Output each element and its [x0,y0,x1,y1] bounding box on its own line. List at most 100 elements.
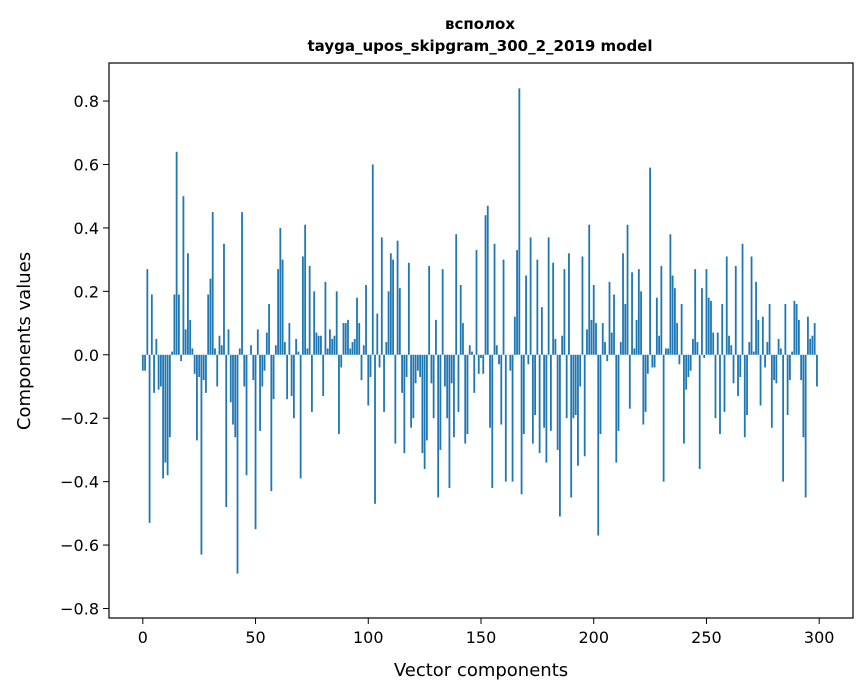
x-tick-label: 150 [466,628,497,647]
bar-105 [378,354,381,368]
bar-204 [601,323,604,355]
bar-248 [701,288,703,355]
bar-93 [351,342,354,355]
bar-98 [362,345,365,355]
bar-128 [430,354,433,384]
bar-102 [371,164,374,355]
bar-218 [633,348,636,355]
bar-60 [277,269,279,355]
bar-181 [549,354,552,431]
bar-76 [313,291,316,355]
bar-153 [486,205,489,355]
y-tick-label: 0.6 [74,155,99,174]
bar-107 [383,354,385,412]
bar-45 [243,354,246,387]
bar-71 [301,256,304,355]
bar-137 [450,354,453,384]
bar-191 [572,354,575,419]
bar-123 [419,354,422,377]
bar-161 [504,354,507,482]
bar-26 [200,354,203,555]
bar-200 [592,285,595,355]
bar-165 [513,316,516,355]
bar-197 [586,329,588,355]
bar-4 [150,294,153,355]
bar-280 [773,354,775,381]
bar-14 [173,294,176,355]
bar-261 [730,345,733,355]
bar-149 [477,354,480,374]
bar-148 [475,250,478,355]
bar-83 [329,329,331,355]
bar-288 [791,351,794,355]
bar-173 [531,354,534,444]
bar-15 [175,151,178,355]
y-tick-label: −0.4 [60,473,99,492]
bar-140 [457,354,460,412]
bar-86 [335,291,338,355]
bar-132 [439,354,442,450]
bar-130 [435,319,437,355]
bar-227 [653,354,656,368]
bar-67 [292,354,295,419]
bar-117 [405,354,408,377]
plot-frame [108,62,854,619]
bar-210 [615,354,618,463]
bar-7 [157,354,160,390]
bar-91 [347,319,349,355]
bar-169 [522,354,525,435]
bar-23 [193,354,196,374]
bar-242 [687,354,690,377]
bar-115 [401,354,403,393]
bar-249 [703,354,706,358]
bar-206 [606,354,609,362]
bar-226 [651,354,654,368]
bar-155 [491,354,494,488]
bar-263 [734,265,737,355]
bar-234 [669,234,672,355]
bar-84 [331,338,334,355]
bar-30 [209,278,212,355]
bar-108 [385,342,388,355]
bar-254 [714,354,717,419]
bar-94 [353,338,356,355]
bar-182 [552,262,555,355]
bar-8 [159,354,162,387]
bar-11 [166,354,169,476]
bar-79 [320,335,322,355]
bar-278 [768,304,771,355]
bar-166 [516,250,518,355]
bar-296 [809,338,812,355]
bar-188 [565,354,568,419]
bar-37 [225,354,228,507]
bar-275 [761,316,764,355]
bar-245 [694,269,697,355]
bar-53 [261,354,264,387]
bar-255 [716,332,719,355]
bar-100 [367,354,370,406]
bar-171 [527,354,530,365]
bar-43 [238,348,241,355]
bar-121 [414,354,417,384]
bar-228 [655,297,658,355]
x-tick-label: 0 [138,628,148,647]
bar-257 [721,304,724,355]
bar-113 [396,240,399,355]
bar-81 [324,281,327,355]
bar-230 [660,265,663,355]
bar-179 [545,354,548,463]
chart-subtitle: tayga_upos_skipgram_300_2_2019 model [308,37,653,55]
bar-291 [797,319,800,355]
bar-96 [358,323,361,355]
bar-63 [283,342,286,355]
bar-35 [220,345,223,355]
bar-151 [482,354,485,374]
x-tick-label: 100 [353,628,384,647]
bar-222 [642,354,645,425]
bar-277 [766,342,769,355]
bar-25 [198,354,201,377]
bar-97 [360,354,363,381]
bar-56 [268,304,270,355]
